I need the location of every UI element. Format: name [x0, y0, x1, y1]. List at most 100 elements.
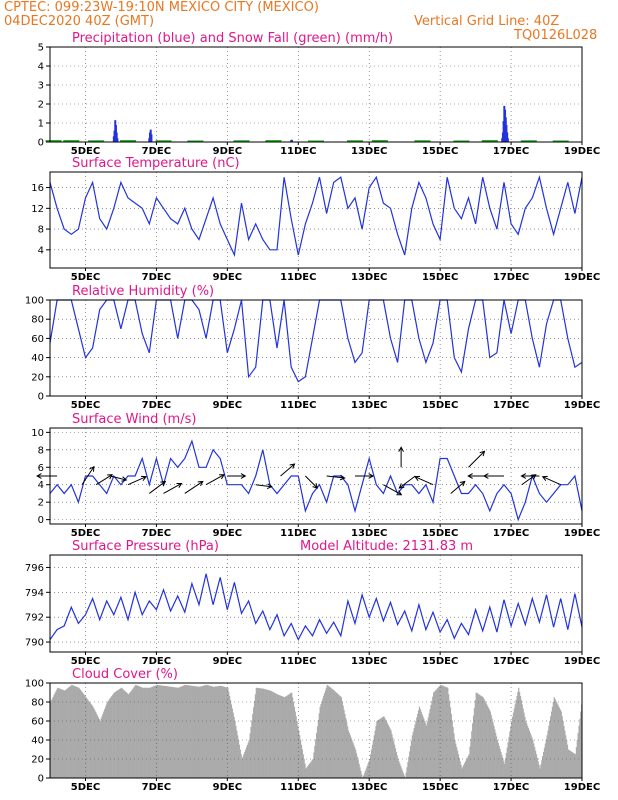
cloud-bar: [368, 761, 370, 778]
plot-frame: [49, 299, 583, 397]
cloud-bar: [434, 690, 436, 778]
cloud-bar: [466, 757, 468, 778]
cloud-bar: [217, 686, 219, 778]
cloud-bar: [214, 686, 216, 778]
x-tick-label: 11DEC: [280, 400, 316, 411]
cloud-bar: [340, 697, 343, 778]
cloud-bar: [220, 685, 222, 778]
temperature-panel: 4 8 12 16 5DEC 7DEC 9DEC 11DEC 13DEC 15DEC 17DEC 19…: [31, 156, 600, 283]
cloud-bar: [397, 759, 399, 778]
cloud-bar: [133, 687, 135, 778]
cloud-bar: [364, 770, 366, 778]
cloud-bar: [335, 692, 337, 778]
cloud-bar: [546, 735, 548, 778]
cloud-bar: [331, 688, 333, 778]
cloud-bar: [190, 685, 192, 778]
cloud-bar: [175, 687, 177, 778]
cloud-bar: [282, 696, 284, 778]
cloud-bar: [239, 749, 241, 778]
x-tick-label: 11DEC: [280, 272, 316, 283]
cloud-bar: [526, 723, 528, 778]
cloud-bar: [401, 768, 403, 778]
cloud-bar: [303, 759, 305, 778]
cloud-bar: [308, 764, 310, 778]
cloud-bar: [98, 719, 100, 778]
cloud-bar: [346, 722, 348, 778]
cloud-bar: [575, 747, 577, 778]
cloud-bar: [274, 692, 276, 778]
cloud-bar: [508, 737, 510, 778]
cloud-bar: [395, 751, 397, 778]
cloud-bar: [400, 766, 402, 778]
y-tick-label: 0: [38, 138, 44, 149]
cloud-bar: [494, 729, 496, 778]
temperature-line: [49, 175, 583, 258]
cloud-bar: [407, 761, 409, 778]
y-tick-label: 40: [31, 736, 44, 747]
cloud-bar: [148, 687, 150, 778]
cloud-bar: [299, 735, 301, 778]
precipitation-panel: 0 1 2 3 4 5 5DEC 7DEC 9DEC 11DEC 13DEC 15DEC 17DEC 19…: [38, 31, 601, 157]
wind-arrow-head: [197, 480, 204, 487]
cloud-bar: [119, 688, 121, 778]
cloud-bar: [456, 747, 458, 778]
wind-arrow: [414, 476, 434, 486]
cloud-bar: [370, 754, 372, 778]
x-tick-label: 17DEC: [493, 782, 529, 793]
cloud-bar: [91, 705, 93, 778]
cloud-bar: [315, 739, 317, 778]
cloud-bar: [503, 763, 506, 778]
cloud-bar: [167, 686, 169, 778]
cloud-bar: [410, 740, 413, 778]
cloud-bar: [247, 742, 249, 778]
cloud-bar: [318, 713, 320, 778]
cloud-bar: [541, 760, 543, 778]
cloud-bar: [101, 716, 103, 778]
wind-arrow-head: [312, 483, 319, 489]
cloud-bar: [72, 685, 74, 778]
cloud-bar: [339, 696, 342, 778]
cloud-bar: [77, 687, 79, 778]
cloud-bar: [498, 745, 500, 778]
cloud-bar: [405, 772, 407, 778]
cloud-bar: [96, 713, 98, 778]
cloud-bar: [310, 761, 312, 778]
cloud-bar: [419, 709, 421, 778]
cloud-bar: [437, 687, 439, 778]
cloud-bar: [129, 692, 131, 778]
x-tick-label: 7DEC: [142, 146, 171, 157]
cloud-bar: [111, 696, 113, 778]
cloud-bar: [139, 686, 141, 778]
wind-arrow-head: [530, 474, 537, 480]
cloud-bar: [477, 693, 479, 778]
cloud-bar: [219, 685, 221, 778]
cloud-bar: [255, 687, 257, 778]
cloud-bar: [566, 744, 569, 778]
cloud-bar: [248, 740, 250, 778]
cloud-bar: [200, 686, 202, 778]
cloud-bar: [355, 749, 357, 778]
cloud-bar: [265, 689, 267, 778]
cloud-bar: [563, 725, 565, 778]
cloud-bar: [387, 725, 390, 778]
snow-bar: [371, 140, 388, 142]
header-grid-line: Vertical Grid Line: 40Z: [414, 14, 560, 29]
cloud-bar: [73, 685, 76, 778]
cloud-bar: [292, 697, 294, 778]
cloud-bar: [462, 766, 464, 778]
cloud-bar: [319, 706, 321, 778]
snow-bar: [155, 140, 172, 142]
cloud-bar: [379, 718, 382, 778]
cloud-bar: [314, 745, 316, 778]
cloud-bar: [464, 763, 466, 778]
cloud-bar: [525, 721, 527, 778]
cloud-bar: [312, 759, 314, 778]
snow-bar: [63, 140, 80, 142]
cloud-bar: [440, 684, 442, 778]
cloud-bar: [218, 686, 220, 778]
cloud-bar: [156, 684, 158, 778]
cloud-bar: [214, 686, 217, 778]
x-tick-label: 13DEC: [351, 528, 387, 539]
humidity-panel: 0 20 40 60 80 100 5DEC 7DEC 9DEC 11DEC 13DEC 15DEC 1…: [25, 284, 600, 411]
